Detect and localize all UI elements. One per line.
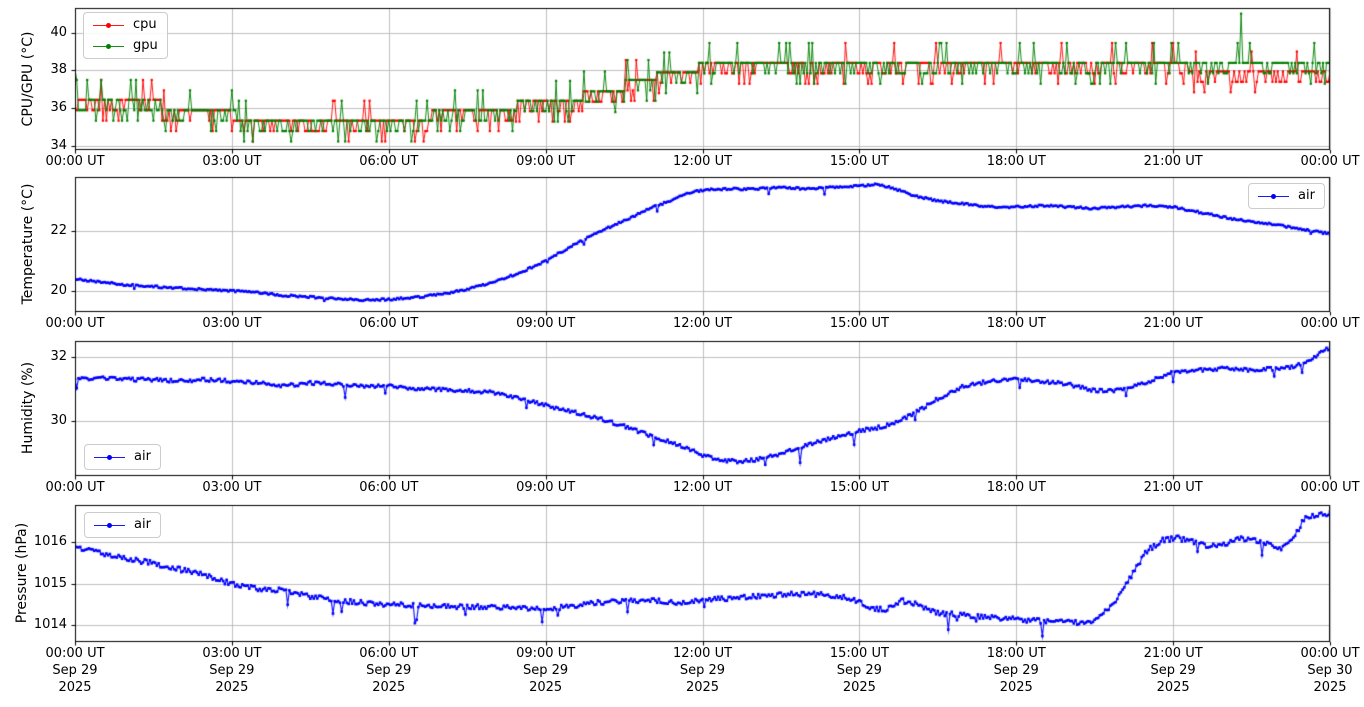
legend-item-air: air [1258,188,1315,204]
x-tick-year: 2025 [58,680,92,695]
x-tick-label: 12:00 UT [672,480,733,495]
x-tick-date: Sep 29 [209,663,255,678]
legend-item-gpu: gpu [93,38,158,54]
x-tick-label: 00:00 UT [45,480,105,495]
x-tick-time: 03:00 UT [202,646,262,661]
y-tick-label: 36 [50,100,67,116]
x-tick-label: 00:00 UT [1300,154,1360,169]
x-tick-year: 2025 [215,680,249,695]
x-tick-label: 09:00 UT [516,154,576,169]
legend-line-air-icon [94,520,125,531]
x-tick-label: 06:00 UT [359,480,419,495]
x-tick-year: 2025 [1156,680,1190,695]
x-tick-label: 21:00 UT [1143,154,1203,169]
y-tick-label: 40 [50,24,67,40]
x-tick-time: 06:00 UT [359,646,419,661]
legend-line-gpu-icon [93,41,124,52]
y-tick-label: 20 [50,283,67,298]
x-tick-label: 21:00 UT [1143,480,1203,495]
x-tick-time: 00:00 UT [45,646,105,661]
y-tick-label: 22 [50,223,67,238]
y-tick-label: 1016 [33,534,67,550]
x-tick-date: Sep 29 [679,663,726,678]
x-tick-date: Sep 30 [1307,663,1353,678]
y-tick-label: 34 [50,138,67,154]
x-tick-time: 12:00 UT [672,646,733,661]
legend-line-air-icon [94,452,125,463]
x-tick-label: 18:00 UT [986,316,1046,331]
x-tick-date: Sep 29 [366,663,412,678]
x-tick-label: 06:00 UT [359,154,419,169]
x-tick-year: 2025 [842,680,876,695]
x-tick-label: 00:00 UT [45,154,105,169]
x-tick-label: 12:00 UT [672,316,733,331]
x-tick-year: 2025 [999,680,1033,695]
x-tick-label: 00:00 UT [1300,480,1360,495]
x-tick-label: 00:00 UT [45,316,105,331]
y-tick-label: 1015 [33,575,67,591]
legend-pressure-air: air [84,512,161,538]
y-tick-label: 38 [50,62,67,78]
x-tick-time: 09:00 UT [516,646,576,661]
x-tick-label: 03:00 UT [202,480,262,495]
legend-label-air: air [134,517,151,532]
legend-line-cpu-icon [93,20,124,31]
x-tick-year: 2025 [529,680,563,695]
x-tick-label: 15:00 UT [829,480,889,495]
x-tick-label: 18:00 UT [986,154,1046,169]
legend-label-air: air [134,449,151,464]
x-tick-label: 12:00 UT [672,154,733,169]
x-tick-date: Sep 29 [836,663,882,678]
x-tick-time: 21:00 UT [1143,646,1203,661]
x-tick-label: 00:00 UT [1300,316,1360,331]
x-tick-year: 2025 [685,680,720,695]
x-tick-label: 15:00 UT [829,316,889,331]
y-tick-label: 30 [50,413,67,429]
x-tick-time: 00:00 UT [1300,646,1360,661]
legend-humidity-air: air [84,444,161,470]
y-tick-label: 1014 [33,617,67,633]
x-tick-label: 03:00 UT [202,316,262,331]
legend-item-air: air [94,517,151,533]
ylabel-humidity: Humidity (%) [20,361,36,455]
x-tick-label: 18:00 UT [986,480,1046,495]
x-tick-date: Sep 29 [993,663,1039,678]
legend-cpu-gpu: cpu gpu [83,12,168,59]
x-tick-date: Sep 29 [52,663,98,678]
x-tick-label: 21:00 UT [1143,316,1203,331]
x-tick-label: 09:00 UT [516,480,576,495]
x-tick-label: 15:00 UT [829,154,889,169]
x-tick-time: 18:00 UT [986,646,1046,661]
legend-label-gpu: gpu [133,38,158,53]
legend-label-cpu: cpu [133,17,157,32]
x-tick-label: 06:00 UT [359,316,419,331]
y-tick-label: 32 [50,349,67,365]
x-tick-label: 03:00 UT [202,154,262,169]
legend-label-air: air [1298,188,1315,203]
x-tick-date: Sep 29 [523,663,569,678]
legend-item-cpu: cpu [93,17,158,33]
legend-temperature-air: air [1248,183,1325,209]
x-tick-label: 09:00 UT [516,316,576,331]
x-tick-time: 15:00 UT [829,646,889,661]
x-tick-year: 2025 [372,680,406,695]
legend-item-air: air [94,449,151,465]
x-tick-date: Sep 29 [1150,663,1196,678]
legend-line-air-icon [1258,191,1289,202]
x-tick-year: 2025 [1313,680,1347,695]
